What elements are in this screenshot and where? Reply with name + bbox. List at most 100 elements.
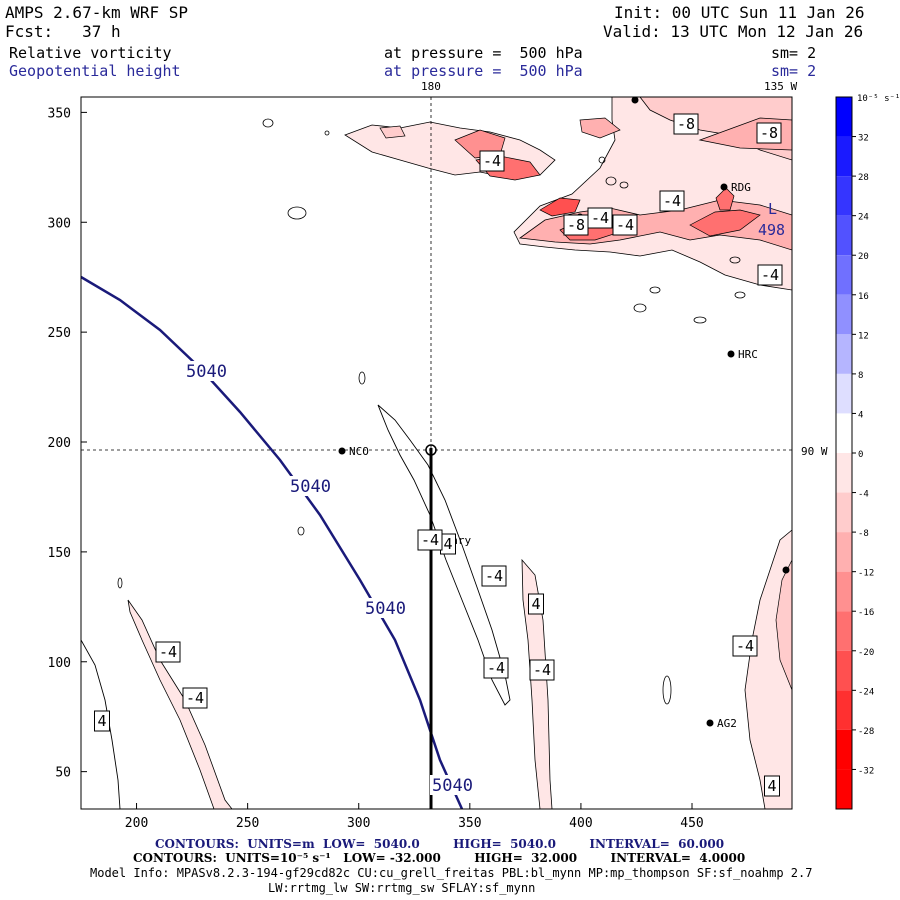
colorbar-label: 20 <box>858 252 869 262</box>
colorbar-segment <box>836 690 852 730</box>
vorticity-label-box <box>612 214 638 236</box>
x-tick-label: 200 <box>125 816 148 831</box>
vorticity-label-box <box>659 190 685 212</box>
vorticity-label: 4 <box>531 595 540 613</box>
footer-physics: LW:rrtmg_lw SW:rrtmg_sw SFLAY:sf_mynn <box>268 881 536 895</box>
init-time: Init: 00 UTC Sun 11 Jan 26 <box>614 3 865 22</box>
vorticity-label-box <box>94 710 110 732</box>
colorbar-label: 4 <box>858 410 863 420</box>
field1-smoothing: sm= 2 <box>771 44 817 62</box>
colorbar-label: 24 <box>858 213 869 223</box>
shaded-band-southwest <box>127 599 233 809</box>
colorbar-segment <box>836 334 852 374</box>
x-tick-label: 450 <box>680 816 703 831</box>
x-axis: 200 250 300 350 400 450 <box>125 803 704 831</box>
colorbar-label: -20 <box>858 648 874 658</box>
forecast-hour: Fcst: 37 h <box>5 22 121 41</box>
shaded-core-southeast <box>775 559 792 691</box>
colorbar-segment <box>836 413 852 453</box>
vorticity-label: -4 <box>761 266 779 284</box>
geopotential-5040-contour <box>81 275 464 809</box>
vorticity-label: -4 <box>736 637 754 655</box>
vorticity-label-box <box>732 635 758 657</box>
colorbar-label: -24 <box>858 687 874 697</box>
colorbar-segment <box>836 373 852 414</box>
vorticity-label-box <box>155 641 181 663</box>
y-tick-label: 300 <box>48 216 71 231</box>
shaded-vorticity-region-northeast <box>513 97 792 291</box>
field2-name: Geopotential height <box>9 62 181 80</box>
y-tick-label: 350 <box>48 106 71 121</box>
vorticity-label-box <box>528 593 544 615</box>
height-label-4: 5040 <box>432 776 473 796</box>
colorbar-label: -32 <box>858 766 874 776</box>
small-contour-cells <box>117 118 746 705</box>
y-tick-label: 150 <box>48 546 71 561</box>
meridian-90w-label: 90 W <box>801 445 828 458</box>
colorbar-segment <box>836 97 852 137</box>
vorticity-label-box <box>483 657 509 679</box>
model-title: AMPS 2.67-km WRF SP <box>5 3 189 22</box>
colorbar-label: -12 <box>858 569 874 579</box>
vorticity-label: -4 <box>186 689 204 707</box>
field2-level: at pressure = 500 hPa <box>384 62 583 80</box>
vorticity-label-box <box>587 207 613 229</box>
vorticity-label-box <box>757 264 783 286</box>
colorbar-segment <box>836 136 852 177</box>
colorbar-label: 12 <box>858 331 869 341</box>
colorbar-label: -8 <box>858 529 869 539</box>
footer-vorticity-contours: CONTOURS: UNITS=10⁻⁵ s⁻¹ LOW= -32.000 HI… <box>133 851 746 865</box>
colorbar-segment <box>836 650 852 691</box>
vorticity-label: 4 <box>97 712 106 730</box>
x-tick-label: 400 <box>569 816 592 831</box>
colorbar-label: 28 <box>858 173 869 183</box>
vorticity-label: -4 <box>663 192 681 210</box>
colorbar-label: 32 <box>858 134 869 144</box>
section-origin-marker <box>425 444 437 456</box>
height-label-3: 5040 <box>365 599 406 619</box>
station-hrc: HRC <box>738 348 758 361</box>
colorbar-label: -16 <box>858 608 874 618</box>
vorticity-label: -4 <box>591 209 609 227</box>
colorbar-label: -4 <box>858 490 869 500</box>
x-tick-label: 350 <box>458 816 481 831</box>
colorbar-segment <box>836 729 852 770</box>
vorticity-label: -4 <box>483 152 501 170</box>
meridian-135w-label: 135 W <box>764 80 797 93</box>
y-tick-label: 200 <box>48 436 71 451</box>
low-center-symbol: L <box>768 200 777 218</box>
colorbar-segment <box>836 453 852 493</box>
vorticity-label-box <box>479 150 505 172</box>
colorbar-segment <box>836 255 852 295</box>
colorbar-segment <box>836 294 852 335</box>
colorbar-segment <box>836 492 852 533</box>
y-tick-label: 100 <box>48 656 71 671</box>
y-tick-label: 50 <box>55 766 71 781</box>
vorticity-label: 4 <box>443 535 452 553</box>
colorbar-label: 0 <box>858 450 863 460</box>
colorbar: 32 28 24 20 16 12 8 4 0 -4 -8 -12 -16 -20 -24 -28 -32 <box>835 96 874 810</box>
colorbar-segment <box>836 611 852 651</box>
valid-time: Valid: 13 UTC Mon 12 Jan 26 <box>603 22 864 41</box>
vorticity-label-box <box>481 565 507 587</box>
x-tick-label: 250 <box>236 816 259 831</box>
y-tick-label: 250 <box>48 326 71 341</box>
vorticity-label: -8 <box>567 216 585 234</box>
colorbar-segment <box>836 532 852 572</box>
vorticity-label-box <box>673 113 699 135</box>
station-rdg: RDG <box>731 181 751 194</box>
vorticity-label: -4 <box>485 567 503 585</box>
field1-level: at pressure = 500 hPa <box>384 44 583 62</box>
vorticity-label: -4 <box>487 659 505 677</box>
vorticity-label: -8 <box>677 115 695 133</box>
station-ag2: AG2 <box>717 717 737 730</box>
station-nco: NCO <box>349 445 369 458</box>
height-label-2: 5040 <box>290 477 331 497</box>
footer-height-contours: CONTOURS: UNITS=m LOW= 5040.0 HIGH= 5040… <box>155 837 725 851</box>
colorbar-segment <box>836 769 852 809</box>
vorticity-labels: -4-8 -8-4-4-8-44-44-4 -44-4-4-44-4-4 <box>94 113 783 797</box>
vorticity-label-box <box>182 687 208 709</box>
vorticity-label: -4 <box>421 531 439 549</box>
x-tick-label: 300 <box>347 816 370 831</box>
